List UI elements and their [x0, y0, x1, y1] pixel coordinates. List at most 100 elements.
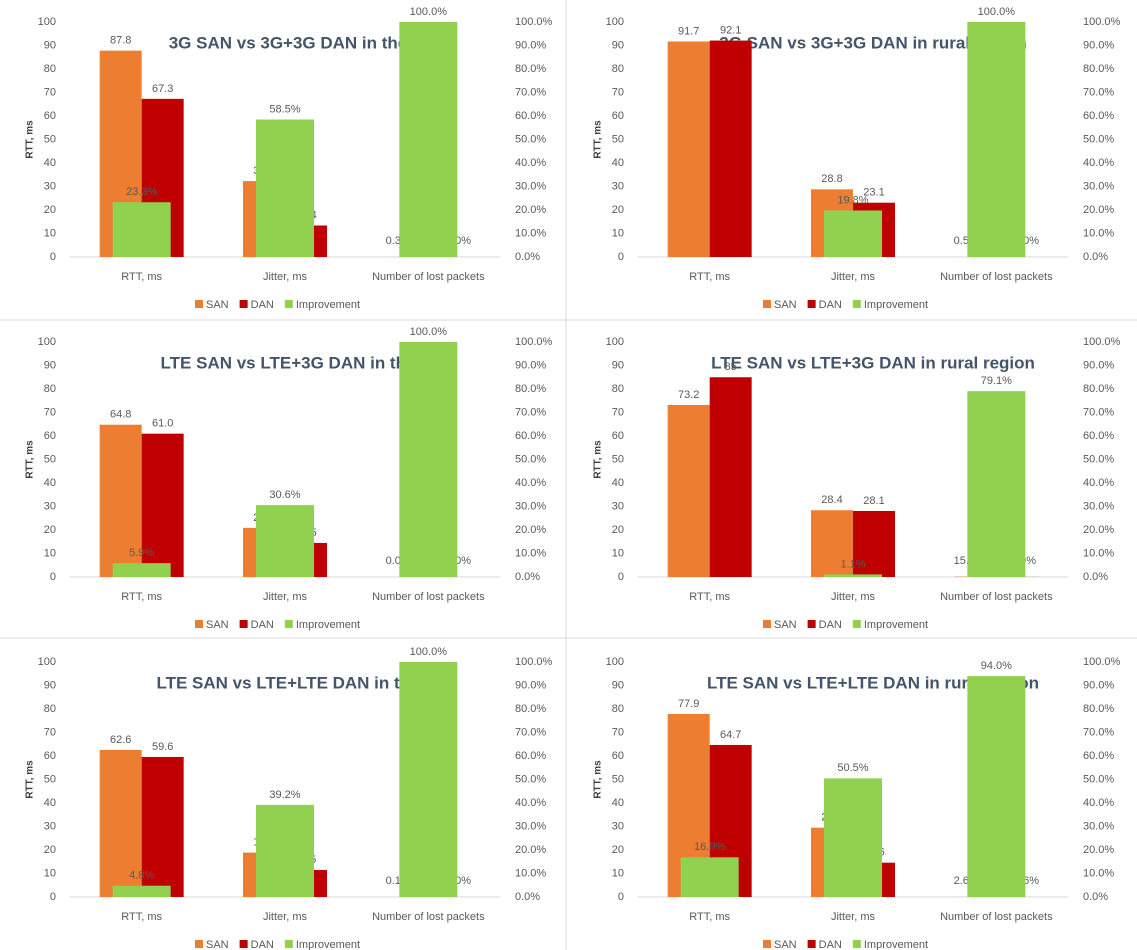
- y-tick-label: 10: [612, 547, 624, 559]
- x-tick-label: Number of lost packets: [372, 911, 485, 923]
- bar: [99, 424, 142, 577]
- y-tick-label: 60: [612, 110, 624, 122]
- data-label: 23.3%: [126, 186, 157, 198]
- title: 3G SAN vs 3G+3G DAN in rural region: [719, 33, 1027, 52]
- y-tick-label: 60: [44, 110, 56, 122]
- x-tick-label: Number of lost packets: [372, 271, 485, 283]
- y2-tick-label: 20.0%: [515, 844, 546, 856]
- bar: [112, 563, 171, 577]
- y2-tick-label: 60.0%: [515, 110, 546, 122]
- bar: [112, 202, 171, 257]
- bar: [709, 40, 752, 257]
- chart: 0 10 20 30 40 50 60 70 80 90 100 0.0% 10.0% 20.0% 30.0…: [25, 646, 553, 950]
- y-axis-title: RTT, ms: [593, 760, 604, 799]
- legend-label: SAN: [206, 619, 229, 631]
- bar: [141, 433, 184, 577]
- y-tick-label: 70: [612, 726, 624, 738]
- legend-swatch: [852, 620, 861, 628]
- y-tick-label: 0: [618, 891, 624, 903]
- data-label: 87.8: [110, 35, 131, 47]
- y2-tick-label: 20.0%: [515, 204, 546, 216]
- y-tick-label: 30: [612, 500, 624, 512]
- y-tick-label: 70: [612, 86, 624, 98]
- y2-tick-label: 100.0%: [515, 656, 553, 668]
- legend-label: DAN: [251, 299, 274, 311]
- y-axis-title: RTT, ms: [25, 760, 36, 799]
- y2-tick-label: 90.0%: [515, 39, 546, 51]
- y2-tick-label: 10.0%: [515, 867, 546, 879]
- y-tick-label: 20: [612, 844, 624, 856]
- y-tick-label: 50: [612, 453, 624, 465]
- y-tick-label: 50: [44, 133, 56, 145]
- bar: [967, 391, 1026, 577]
- x-tick-label: RTT, ms: [689, 911, 730, 923]
- y-tick-label: 50: [612, 133, 624, 145]
- y-tick-label: 30: [44, 820, 56, 832]
- y2-tick-label: 40.0%: [1083, 157, 1114, 169]
- y2-tick-label: 60.0%: [1083, 430, 1114, 442]
- bar: [667, 41, 710, 257]
- y-tick-label: 80: [612, 383, 624, 395]
- y2-tick-label: 0.0%: [1083, 891, 1108, 903]
- y-tick-label: 60: [612, 430, 624, 442]
- bar: [680, 857, 739, 897]
- title: LTE SAN vs LTE+3G DAN in rural region: [711, 353, 1035, 372]
- y-tick-label: 60: [44, 430, 56, 442]
- y2-tick-label: 80.0%: [515, 383, 546, 395]
- x-tick-label: Jitter, ms: [831, 911, 876, 923]
- y-tick-label: 40: [44, 797, 56, 809]
- legend-swatch: [195, 620, 203, 628]
- y-tick-label: 90: [44, 39, 56, 51]
- x-tick-label: Jitter, ms: [263, 591, 308, 603]
- y2-tick-label: 0.0%: [515, 891, 540, 903]
- y2-tick-label: 100.0%: [1083, 336, 1121, 348]
- y2-tick-label: 90.0%: [1083, 359, 1114, 371]
- y-tick-label: 0: [50, 251, 56, 263]
- title: 3G SAN vs 3G+3G DAN in the city: [169, 33, 442, 52]
- bar: [256, 804, 314, 897]
- y2-tick-label: 100.0%: [1083, 16, 1121, 28]
- y2-tick-label: 30.0%: [1083, 180, 1114, 192]
- y2-tick-label: 60.0%: [1083, 750, 1114, 762]
- data-label: 39.2%: [269, 789, 300, 801]
- legend-swatch: [763, 300, 771, 308]
- y-tick-label: 30: [44, 180, 56, 192]
- y-tick-label: 40: [612, 797, 624, 809]
- bar: [967, 22, 1026, 257]
- y-tick-label: 70: [612, 406, 624, 418]
- y-tick-label: 100: [606, 656, 624, 668]
- data-label: 91.7: [678, 25, 699, 37]
- y-tick-label: 70: [44, 726, 56, 738]
- y-axis-title: RTT, ms: [25, 440, 36, 479]
- legend-label: Improvement: [864, 299, 928, 311]
- legend-label: Improvement: [864, 939, 928, 950]
- y2-tick-label: 90.0%: [1083, 679, 1114, 691]
- y-tick-label: 70: [44, 406, 56, 418]
- x-tick-label: Jitter, ms: [263, 271, 308, 283]
- bar: [112, 885, 171, 897]
- y2-tick-label: 70.0%: [515, 406, 546, 418]
- legend-label: SAN: [774, 939, 797, 950]
- y-tick-label: 20: [612, 204, 624, 216]
- y-tick-label: 90: [44, 679, 56, 691]
- y2-tick-label: 100.0%: [515, 336, 553, 348]
- y-tick-label: 80: [44, 383, 56, 395]
- legend-swatch: [807, 940, 816, 948]
- y2-tick-label: 70.0%: [515, 726, 546, 738]
- y-tick-label: 0: [50, 571, 56, 583]
- y2-tick-label: 70.0%: [1083, 406, 1114, 418]
- y2-tick-label: 20.0%: [515, 524, 546, 536]
- y-tick-label: 40: [44, 477, 56, 489]
- y2-tick-label: 10.0%: [1083, 867, 1114, 879]
- data-label: 1.1%: [840, 558, 865, 570]
- y2-tick-label: 70.0%: [515, 86, 546, 98]
- y-tick-label: 80: [44, 703, 56, 715]
- y-axis-title: RTT, ms: [593, 120, 604, 159]
- data-label: 4.8%: [129, 870, 154, 882]
- y2-tick-label: 30.0%: [515, 820, 546, 832]
- y-tick-label: 50: [612, 773, 624, 785]
- y2-tick-label: 0.0%: [1083, 571, 1108, 583]
- y-tick-label: 100: [606, 16, 624, 28]
- y2-tick-label: 10.0%: [515, 547, 546, 559]
- y2-tick-label: 50.0%: [1083, 133, 1114, 145]
